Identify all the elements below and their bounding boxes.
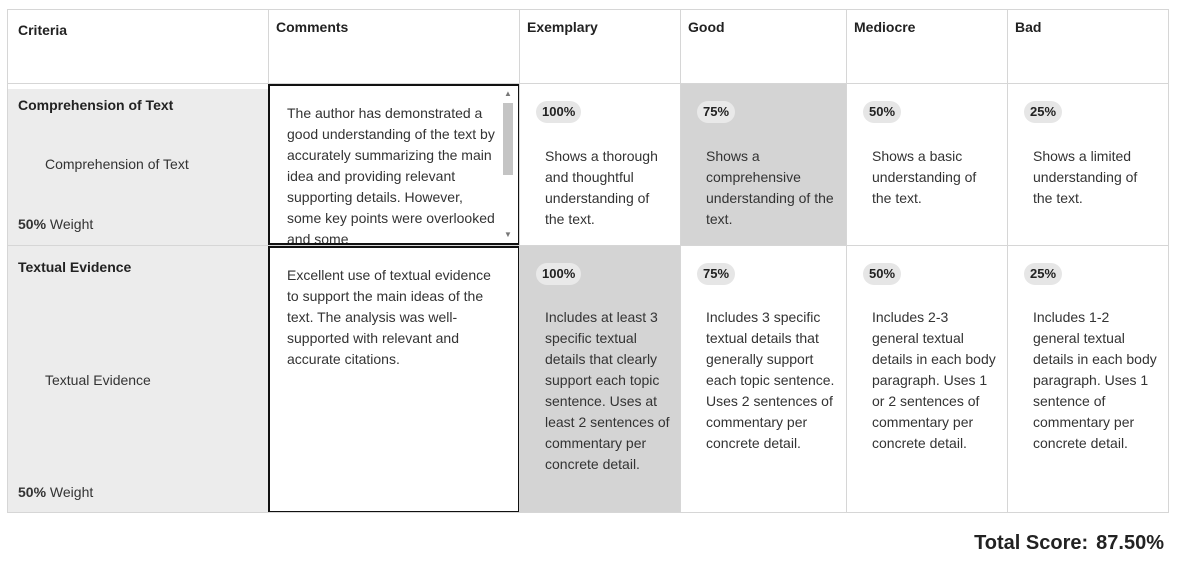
comment-text: Excellent use of textual evidence to sup… [287,267,491,367]
grid-line [846,9,847,513]
grid-line [7,245,1169,246]
header-level-label: Mediocre [854,19,916,35]
level-percent-badge: 25% [1024,101,1063,123]
level-cell[interactable]: 50% Includes 2-3 general textual details… [846,246,1007,513]
total-score-label: Total Score: [974,532,1089,554]
total-score-value: 87.50% [1096,532,1164,554]
criterion-name: Textual Evidence [18,259,132,275]
criterion-cell: Comprehension of Text Comprehension of T… [7,89,268,246]
scroll-up-arrow-icon[interactable]: ▲ [504,89,512,98]
level-percent-badge: 75% [697,101,736,123]
header-comments: Comments [268,9,519,83]
comment-textarea[interactable]: The author has demonstrated a good under… [268,84,520,245]
weight-label: Weight [49,216,94,232]
header-level-mediocre: Mediocre [846,9,1007,83]
criterion-weight: 50% Weight [18,484,93,500]
level-description: Shows a limited understanding of the tex… [1033,148,1138,206]
criterion-weight: 50% Weight [18,216,93,232]
level-cell[interactable]: 75% Includes 3 specific textual details … [680,246,846,513]
level-description: Shows a comprehensive understanding of t… [706,148,834,227]
level-percent-badge: 25% [1024,263,1063,285]
weight-value: 50% [18,484,47,500]
header-criteria: Criteria [7,9,268,83]
comment-textarea[interactable]: Excellent use of textual evidence to sup… [268,246,520,513]
level-percent-badge: 100% [536,101,582,123]
header-criteria-label: Criteria [18,22,68,38]
criterion-name: Comprehension of Text [18,97,174,113]
criterion-subtitle: Textual Evidence [45,372,151,388]
grid-line [680,9,681,513]
level-cell[interactable]: 25% Shows a limited understanding of the… [1007,83,1169,246]
header-level-good: Good [680,9,846,83]
level-percent-badge: 50% [863,263,902,285]
header-level-label: Bad [1015,19,1042,35]
level-description: Includes 1-2 general textual details in … [1033,309,1157,451]
level-description: Shows a basic understanding of the text. [872,148,977,206]
grid-line [1007,9,1008,513]
level-description: Includes 3 specific textual details that… [706,309,835,451]
grid-line [519,9,520,513]
weight-label: Weight [49,484,94,500]
total-score: Total Score: 87.50% [974,532,1164,555]
weight-value: 50% [18,216,47,232]
criterion-cell: Textual Evidence Textual Evidence 50% We… [7,246,268,513]
grid-line [7,512,1169,513]
level-description: Includes 2-3 general textual details in … [872,309,996,451]
level-percent-badge: 75% [697,263,736,285]
level-cell[interactable]: 50% Shows a basic understanding of the t… [846,83,1007,246]
level-description: Shows a thorough and thoughtful understa… [545,148,658,227]
grid-line [1168,9,1169,513]
header-level-exemplary: Exemplary [519,9,680,83]
level-cell-selected[interactable]: 75% Shows a comprehensive understanding … [680,83,846,246]
level-percent-badge: 50% [863,101,902,123]
level-cell-selected[interactable]: 100% Includes at least 3 specific textua… [519,246,680,513]
header-level-label: Exemplary [527,19,598,35]
level-description: Includes at least 3 specific textual det… [545,309,670,472]
grid-line [268,9,269,84]
level-percent-badge: 100% [536,263,582,285]
grid-line [7,83,1169,84]
level-cell[interactable]: 100% Shows a thorough and thoughtful und… [519,83,680,246]
scroll-thumb[interactable] [503,103,513,175]
header-level-bad: Bad [1007,9,1169,83]
grid-line [7,9,1169,10]
header-comments-label: Comments [276,19,349,35]
level-cell[interactable]: 25% Includes 1-2 general textual details… [1007,246,1169,513]
header-level-label: Good [688,19,725,35]
comment-scrollbar[interactable]: ▲ ▼ [501,89,515,240]
rubric-table: Criteria Comments Exemplary Good Mediocr… [7,9,1169,513]
grid-line [7,9,8,513]
scroll-down-arrow-icon[interactable]: ▼ [504,230,512,239]
criterion-subtitle: Comprehension of Text [45,156,189,172]
comment-text: The author has demonstrated a good under… [287,105,495,245]
